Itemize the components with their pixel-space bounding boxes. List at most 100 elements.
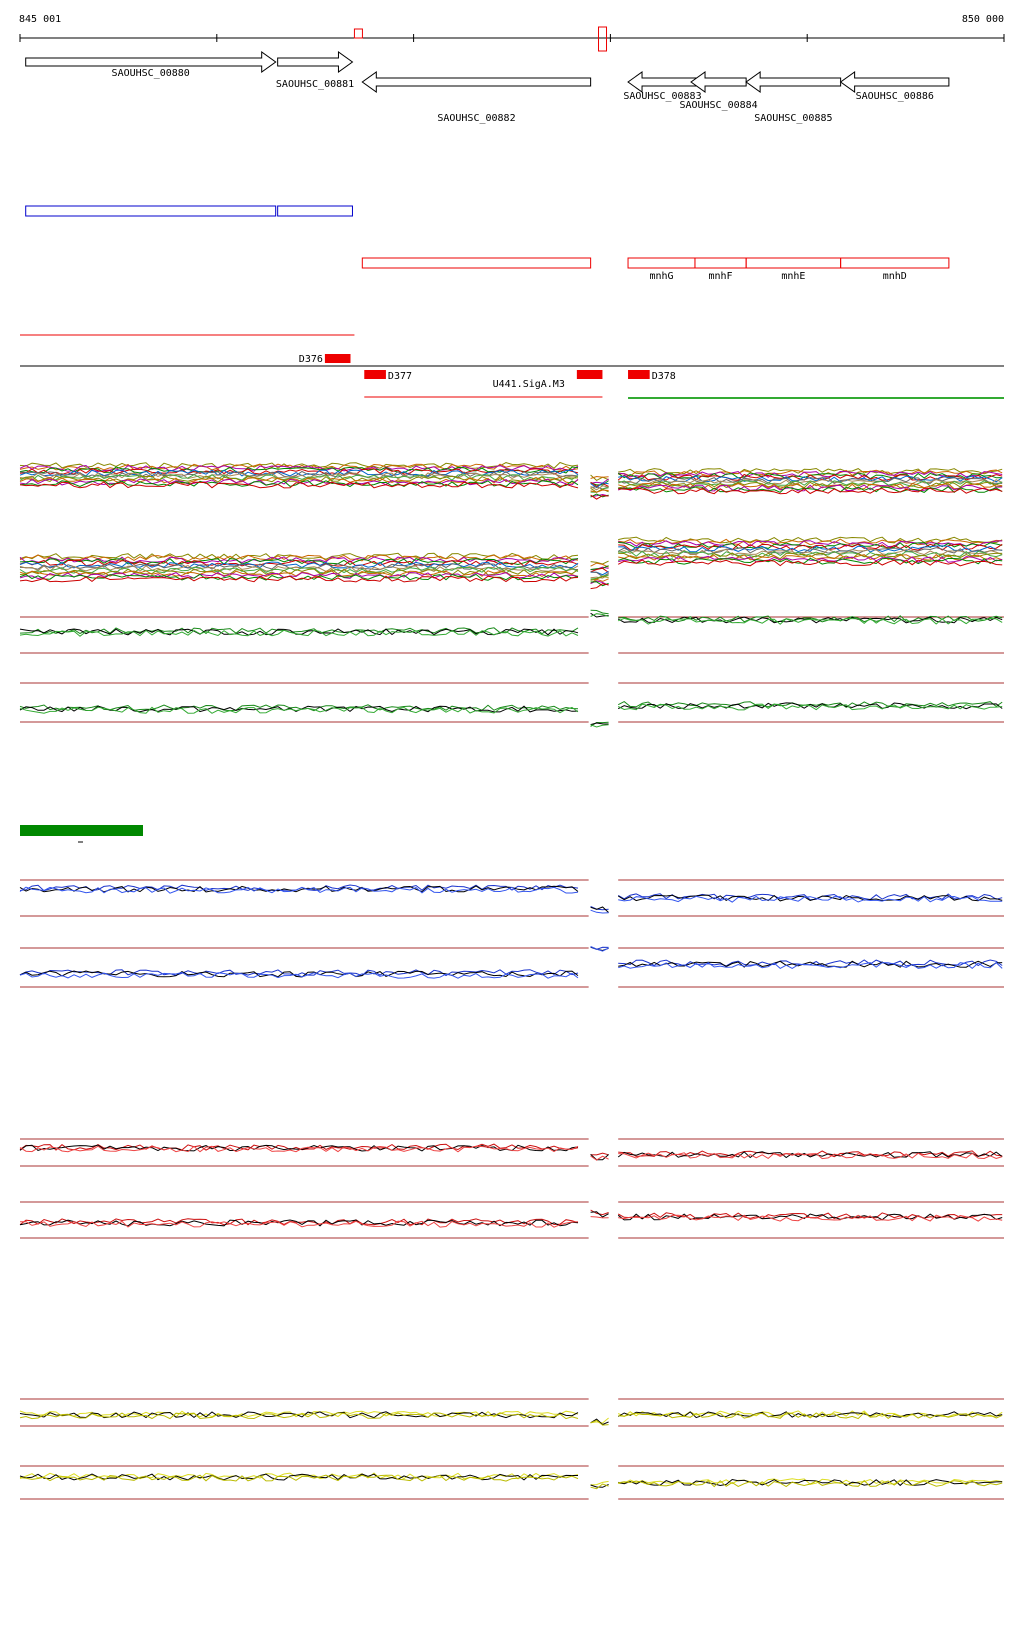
series-line [617,703,1003,711]
ruler-end-label: 850 000 [962,14,1004,25]
series-line [19,1145,579,1153]
annotation-box [277,205,353,217]
series-line [618,895,1003,903]
feature-label: D376 [299,354,323,365]
series-line [618,467,1003,475]
feature-marker [364,370,386,379]
series-line [590,609,609,615]
series-line [19,552,579,560]
operon-box [694,257,747,269]
series-line [19,1220,579,1228]
gene-arrow [839,71,950,93]
series-line [590,1154,609,1161]
series-line [590,722,609,726]
gene-arrow [745,71,842,93]
series-line [590,613,609,617]
series-line [590,478,609,484]
series-line [590,1483,609,1488]
series-line [590,574,609,580]
operon-box [745,257,842,269]
series-line [590,1155,609,1161]
series-line [19,466,579,474]
series-line [617,1151,1003,1159]
series-line [19,886,579,894]
series-line [19,1473,578,1481]
series-line [618,540,1003,548]
series-line [590,583,609,590]
series-line [618,1478,1003,1487]
series-line [590,475,609,479]
series-line [590,575,609,581]
series-line [19,1411,579,1419]
series-line [590,494,609,500]
series-line [618,1214,1003,1222]
series-line [617,559,1003,567]
series-line [618,550,1003,558]
series-line [618,481,1003,489]
series-line [19,970,579,978]
series-line [19,561,579,569]
series-line [19,476,579,484]
series-line [590,567,609,573]
series-line [19,627,579,635]
feature-label: D377 [388,371,412,382]
annotation-box [25,205,277,217]
series-line [618,615,1003,623]
series-line [19,1412,579,1420]
series-line [618,479,1003,487]
series-line [19,558,579,566]
series-line [19,629,579,637]
series-line [590,562,609,568]
operon-label: mnhF [709,271,733,282]
series-line [590,906,609,913]
series-line [590,1418,609,1426]
series-line [19,469,579,477]
gene-arrow [25,51,277,73]
series-line [590,946,609,952]
series-line [19,473,579,482]
operon-label: mnhE [781,271,805,282]
ruler-marker [353,28,363,39]
feature-label: D378 [652,371,676,382]
series-line [590,724,609,728]
operon-box [627,257,696,269]
operon-box [840,257,950,269]
series-line [618,1479,1003,1488]
series-line [19,971,579,979]
gene-arrow [361,71,592,93]
feature-marker [324,354,351,363]
gene-arrow [277,51,354,73]
series-line [590,909,609,914]
gene-label: SAOUHSC_00886 [856,91,934,102]
series-line [590,485,609,491]
series-line [590,721,609,727]
series-line [618,557,1003,565]
series-line [590,571,609,578]
annotation-box [361,257,592,269]
series-line [618,1412,1003,1420]
feature-label: U441.SigA.M3 [493,379,565,390]
gene-label: SAOUHSC_00884 [679,100,757,111]
operon-label: mnhG [649,271,673,282]
series-line [618,1152,1003,1160]
series-line [618,484,1003,492]
series-line [618,1150,1003,1158]
series-line [19,568,579,576]
series-line [617,894,1003,902]
series-line [19,478,579,486]
gene-label: SAOUHSC_00882 [437,113,515,124]
ruler-marker [598,26,608,52]
series-line [590,482,609,489]
gene-label: SAOUHSC_00881 [276,79,354,90]
gene-label: SAOUHSC_00885 [754,113,832,124]
series-line [617,1411,1003,1419]
series-line [618,543,1003,551]
series-line [590,1419,609,1426]
gene-label: SAOUHSC_00883 [623,91,701,102]
gene-arrow [690,71,747,93]
feature-marker [628,370,650,379]
feature-marker [576,370,603,379]
series-line [618,476,1003,484]
